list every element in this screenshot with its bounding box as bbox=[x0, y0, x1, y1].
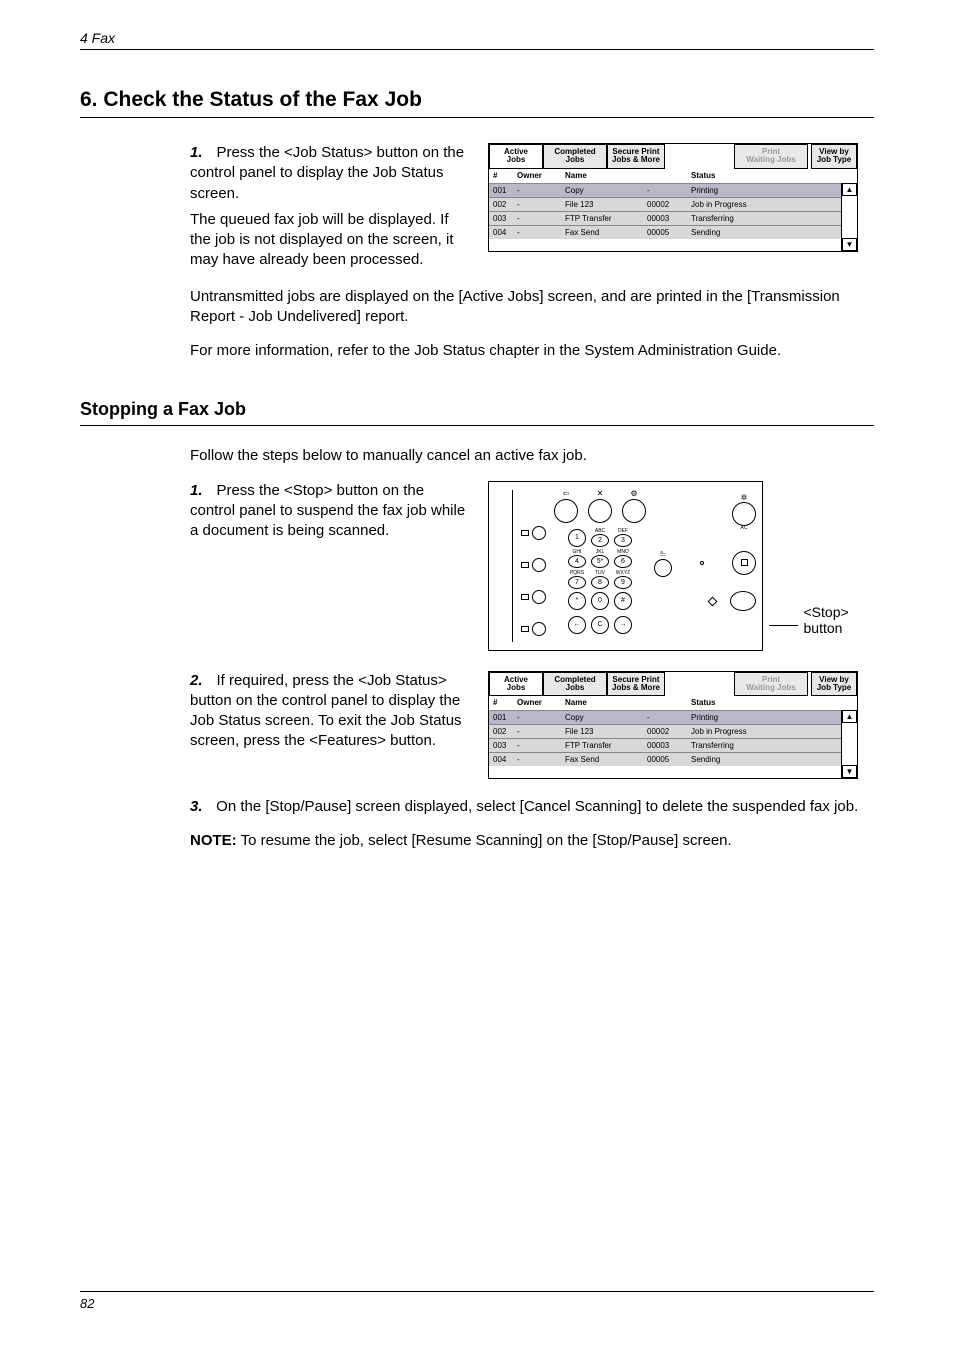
paragraph: Untransmitted jobs are displayed on the … bbox=[190, 287, 874, 328]
table-row[interactable]: 002-File 12300002Job in Progress bbox=[489, 197, 841, 211]
step-number: 3. bbox=[190, 797, 212, 817]
scrollbar[interactable]: ▲▼ bbox=[841, 710, 857, 778]
panel-side-button-icon bbox=[532, 590, 546, 604]
step-text: If required, press the <Job Status> butt… bbox=[190, 672, 462, 750]
tab-completed[interactable]: Completed Jobs bbox=[543, 144, 607, 169]
table-row[interactable]: 003-FTP Transfer00003Transferring bbox=[489, 211, 841, 225]
tab-viewby[interactable]: View by Job Type bbox=[811, 144, 857, 169]
step-number: 2. bbox=[190, 672, 212, 689]
table-row[interactable]: 004-Fax Send00005Sending bbox=[489, 752, 841, 766]
step-2-stopping: 2. If required, press the <Job Status> b… bbox=[190, 671, 874, 780]
keypad-key: 9 bbox=[614, 576, 632, 589]
keypad-key: C bbox=[591, 616, 609, 634]
paragraph: For more information, refer to the Job S… bbox=[190, 341, 874, 361]
keypad-key: ← bbox=[568, 616, 586, 634]
intro-paragraph: Follow the steps below to manually cance… bbox=[190, 446, 874, 466]
keypad-key: 1 bbox=[568, 529, 586, 547]
control-panel-figure: ⇦✕⚙1ABC2DEF3GHI4JKL5*MNO6PQRS7TUV8WXYZ9*… bbox=[488, 481, 763, 651]
start-button-icon bbox=[730, 591, 756, 611]
step-1-check-status: 1. Press the <Job Status> button on the … bbox=[190, 143, 874, 271]
keypad-key: 3 bbox=[614, 534, 632, 547]
scroll-up-icon[interactable]: ▲ bbox=[842, 710, 857, 723]
tab-secure[interactable]: Secure Print Jobs & More bbox=[607, 672, 665, 697]
chapter-header: 4 Fax bbox=[80, 30, 874, 50]
panel-side-button-icon bbox=[532, 622, 546, 636]
step-1-stopping: 1. Press the <Stop> button on the contro… bbox=[190, 481, 874, 651]
keypad-key: 6 bbox=[614, 555, 632, 568]
keypad-key: 2 bbox=[591, 534, 609, 547]
keypad-key: 8 bbox=[591, 576, 609, 589]
table-row[interactable]: 004-Fax Send00005Sending bbox=[489, 225, 841, 239]
note-text: To resume the job, select [Resume Scanni… bbox=[237, 832, 732, 849]
panel-top-button-icon bbox=[588, 499, 612, 523]
table-header: #OwnerNameStatus bbox=[489, 696, 857, 710]
keypad-key: → bbox=[614, 616, 632, 634]
step-number: 1. bbox=[190, 482, 212, 499]
table-row[interactable]: 001-Copy-Printing bbox=[489, 183, 841, 197]
numeric-keypad: 1ABC2DEF3GHI4JKL5*MNO6PQRS7TUV8WXYZ9*0# bbox=[568, 529, 632, 610]
table-header: #OwnerNameStatus bbox=[489, 169, 857, 183]
stop-button-icon bbox=[732, 551, 756, 575]
step-number: 1. bbox=[190, 144, 212, 161]
note-label: NOTE: bbox=[190, 832, 237, 849]
step-text: On the [Stop/Pause] screen displayed, se… bbox=[216, 798, 858, 815]
panel-top-button-icon bbox=[622, 499, 646, 523]
scroll-up-icon[interactable]: ▲ bbox=[842, 183, 857, 196]
tab-viewby[interactable]: View by Job Type bbox=[811, 672, 857, 697]
tab-secure[interactable]: Secure Print Jobs & More bbox=[607, 144, 665, 169]
step-text: Press the <Job Status> button on the con… bbox=[190, 144, 464, 202]
table-row[interactable]: 001-Copy-Printing bbox=[489, 710, 841, 724]
tab-waiting[interactable]: Print Waiting Jobs bbox=[734, 672, 808, 697]
scroll-down-icon[interactable]: ▼ bbox=[842, 765, 857, 778]
keypad-key: # bbox=[614, 592, 632, 610]
stop-button-callout: <Stop> button bbox=[804, 604, 876, 636]
page-footer: 82 bbox=[80, 1291, 874, 1311]
panel-side-button-icon bbox=[532, 526, 546, 540]
callout-line bbox=[769, 625, 798, 626]
keypad-key: 0 bbox=[591, 592, 609, 610]
table-row[interactable]: 003-FTP Transfer00003Transferring bbox=[489, 738, 841, 752]
tab-active[interactable]: Active Jobs bbox=[489, 144, 543, 169]
table-row[interactable]: 002-File 12300002Job in Progress bbox=[489, 724, 841, 738]
panel-settings-icon bbox=[732, 502, 756, 526]
paragraph: The queued fax job will be displayed. If… bbox=[190, 210, 470, 271]
keypad-key: 5* bbox=[591, 555, 609, 568]
job-status-screen: Active JobsCompleted JobsSecure Print Jo… bbox=[488, 671, 858, 780]
keypad-key: * bbox=[568, 592, 586, 610]
tab-active[interactable]: Active Jobs bbox=[489, 672, 543, 697]
step-text: Press the <Stop> button on the control p… bbox=[190, 482, 465, 540]
page-number: 82 bbox=[80, 1296, 94, 1311]
scrollbar[interactable]: ▲▼ bbox=[841, 183, 857, 251]
keypad-key: 7 bbox=[568, 576, 586, 589]
panel-top-button-icon bbox=[554, 499, 578, 523]
section-title-check-status: 6. Check the Status of the Fax Job bbox=[80, 88, 874, 118]
tab-waiting[interactable]: Print Waiting Jobs bbox=[734, 144, 808, 169]
scroll-down-icon[interactable]: ▼ bbox=[842, 238, 857, 251]
note: NOTE: To resume the job, select [Resume … bbox=[190, 832, 874, 849]
interrupt-button-icon bbox=[654, 559, 672, 577]
panel-side-button-icon bbox=[532, 558, 546, 572]
job-status-screen: Active JobsCompleted JobsSecure Print Jo… bbox=[488, 143, 858, 252]
keypad-key: 4 bbox=[568, 555, 586, 568]
section-title-stopping: Stopping a Fax Job bbox=[80, 399, 874, 426]
step-3-stopping: 3. On the [Stop/Pause] screen displayed,… bbox=[190, 797, 874, 817]
tab-completed[interactable]: Completed Jobs bbox=[543, 672, 607, 697]
